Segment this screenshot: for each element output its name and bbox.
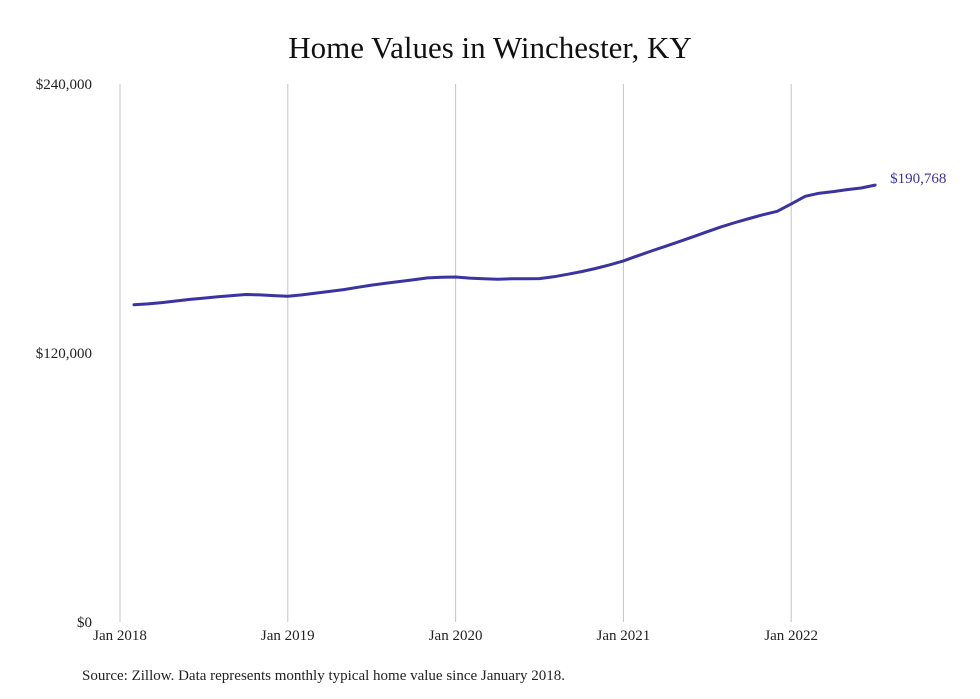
- series-layer: $190,768: [132, 171, 946, 307]
- y-tick-label: $120,000: [36, 346, 92, 362]
- x-tick-label: Jan 2022: [764, 628, 818, 644]
- x-tick-label: Jan 2019: [261, 628, 315, 644]
- chart-title: Home Values in Winchester, KY: [288, 30, 692, 65]
- y-axis-ticks: $0 $120,000 $240,000: [36, 77, 92, 631]
- y-tick-label: $240,000: [36, 77, 92, 93]
- source-note: Source: Zillow. Data represents monthly …: [82, 668, 566, 684]
- series-line: [132, 183, 877, 307]
- end-value-label: $190,768: [890, 171, 946, 187]
- x-tick-label: Jan 2021: [597, 628, 651, 644]
- y-tick-label: $0: [77, 615, 92, 631]
- grid-lines: [119, 84, 792, 622]
- x-tick-label: Jan 2018: [93, 628, 147, 644]
- x-axis-ticks: Jan 2018 Jan 2019 Jan 2020 Jan 2021 Jan 2022: [93, 628, 818, 644]
- x-tick-label: Jan 2020: [429, 628, 483, 644]
